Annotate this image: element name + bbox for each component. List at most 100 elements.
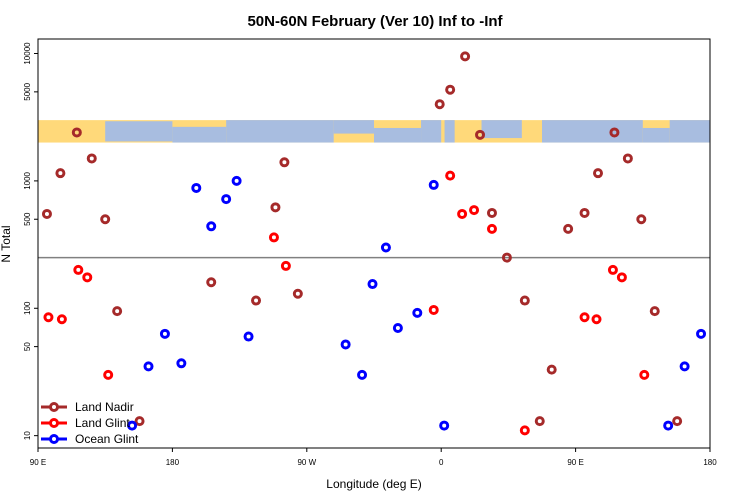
- ocean-glint-point: [127, 420, 138, 431]
- ocean-glint-point: [412, 307, 423, 318]
- land-nadir-point: [460, 51, 471, 62]
- land-nadir-point: [445, 84, 456, 95]
- legend-marker: [49, 402, 59, 412]
- map-band: [38, 120, 710, 143]
- map-ocean: [333, 120, 374, 134]
- land-nadir-point: [434, 99, 445, 110]
- ocean-glint-point: [380, 242, 391, 253]
- y-axis: 10 50 100 500 1000 5000 10000: [23, 42, 38, 440]
- land-glint-point: [591, 314, 602, 325]
- legend-item-land-glint: Land Glint: [41, 416, 130, 430]
- y-tick-label: 10000: [23, 42, 32, 65]
- ocean-glint-point: [159, 328, 170, 339]
- y-axis-label: N Total: [0, 225, 13, 262]
- x-tick-label: 0: [439, 458, 444, 467]
- land-glint-point: [280, 260, 291, 271]
- ocean-glint-point: [243, 331, 254, 342]
- land-glint-point: [73, 264, 84, 275]
- land-nadir-point: [519, 295, 530, 306]
- map-ocean: [642, 127, 670, 143]
- land-nadir-point: [292, 288, 303, 299]
- ocean-glint-point: [392, 323, 403, 334]
- ocean-glint-point: [679, 361, 690, 372]
- land-nadir-point: [672, 416, 683, 427]
- y-tick-label: 500: [23, 212, 32, 226]
- y-tick-label: 1000: [23, 171, 32, 189]
- land-nadir-point: [622, 153, 633, 164]
- land-glint-point: [56, 314, 67, 325]
- plot-frame: [37, 38, 711, 449]
- legend-marker: [49, 434, 59, 444]
- ocean-glint-point: [663, 420, 674, 431]
- land-nadir-point: [71, 127, 82, 138]
- ocean-glint-point: [428, 179, 439, 190]
- map-ocean: [105, 121, 173, 142]
- data-points: [41, 51, 707, 436]
- land-nadir-point: [41, 208, 52, 219]
- ocean-glint-point: [191, 182, 202, 193]
- land-nadir-point: [546, 364, 557, 375]
- legend-item-ocean-glint: Ocean Glint: [41, 432, 139, 446]
- map-ocean: [481, 120, 522, 139]
- legend-marker: [49, 418, 59, 428]
- x-tick-label: 90 W: [297, 458, 316, 467]
- land-glint-point: [43, 312, 54, 323]
- x-tick-label: 180: [166, 458, 180, 467]
- legend: Land Nadir Land Glint Ocean Glint: [41, 400, 139, 446]
- legend-label: Ocean Glint: [75, 432, 139, 446]
- ocean-glint-point: [357, 369, 368, 380]
- ocean-glint-point: [231, 175, 242, 186]
- map-ocean: [172, 126, 227, 143]
- legend-label: Land Glint: [75, 416, 130, 430]
- land-nadir-point: [649, 306, 660, 317]
- x-axis-label: Longitude (deg E): [326, 477, 421, 491]
- land-nadir-point: [501, 252, 512, 263]
- land-glint-point: [268, 232, 279, 243]
- chart-title: 50N-60N February (Ver 10) Inf to -Inf: [247, 13, 503, 30]
- y-tick-label: 50: [23, 342, 32, 351]
- land-nadir-point: [475, 129, 486, 140]
- legend-item-land-nadir: Land Nadir: [41, 400, 134, 414]
- ocean-glint-point: [439, 420, 450, 431]
- x-tick-label: 180: [703, 458, 717, 467]
- map-ocean: [444, 120, 455, 143]
- land-nadir-point: [279, 157, 290, 168]
- land-glint-point: [428, 304, 439, 315]
- land-glint-point: [579, 312, 590, 323]
- land-nadir-point: [579, 207, 590, 218]
- legend-label: Land Nadir: [75, 400, 134, 414]
- y-tick-label: 5000: [23, 82, 32, 100]
- land-glint-point: [616, 272, 627, 283]
- land-nadir-point: [86, 153, 97, 164]
- land-glint-point: [103, 369, 114, 380]
- land-nadir-point: [112, 306, 123, 317]
- land-nadir-point: [636, 214, 647, 225]
- land-glint-point: [469, 205, 480, 216]
- land-nadir-point: [563, 223, 574, 234]
- land-nadir-point: [100, 214, 111, 225]
- ocean-glint-point: [221, 194, 232, 205]
- land-nadir-point: [134, 416, 145, 427]
- land-nadir-point: [55, 168, 66, 179]
- x-axis: 90 E 180 90 W 0 90 E 180: [30, 448, 717, 467]
- land-nadir-point: [486, 207, 497, 218]
- map-ocean: [374, 127, 422, 143]
- ocean-glint-point: [176, 358, 187, 369]
- land-nadir-point: [534, 416, 545, 427]
- land-nadir-point: [206, 277, 217, 288]
- ocean-glint-point: [340, 339, 351, 350]
- land-nadir-point: [593, 168, 603, 179]
- x-tick-label: 90 E: [30, 458, 46, 467]
- land-glint-point: [639, 369, 650, 380]
- land-nadir-point: [609, 127, 620, 138]
- land-glint-point: [82, 272, 93, 283]
- map-ocean: [421, 120, 442, 143]
- x-tick-label: 90 E: [567, 458, 583, 467]
- land-glint-point: [445, 170, 456, 181]
- y-tick-label: 100: [23, 301, 32, 315]
- ocean-glint-point: [696, 328, 707, 339]
- map-ocean: [669, 120, 710, 143]
- land-glint-point: [457, 208, 468, 219]
- ocean-glint-point: [206, 221, 217, 232]
